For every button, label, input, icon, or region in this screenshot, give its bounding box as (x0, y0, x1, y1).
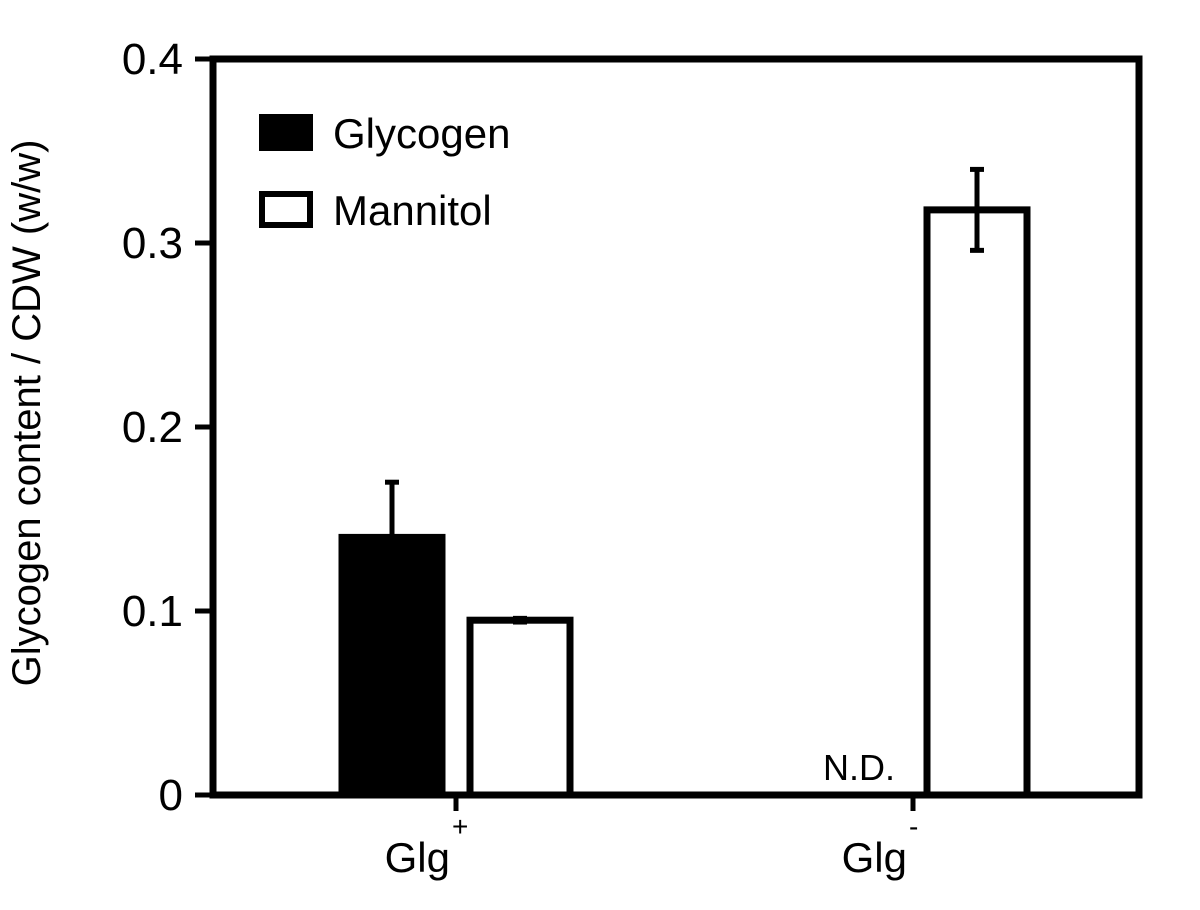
annotation-nd: N.D. (823, 747, 895, 788)
y-tick-label: 0.4 (122, 35, 183, 84)
x-category-label: Glg (842, 834, 907, 881)
x-category-label: Glg (385, 834, 450, 881)
y-tick-label: 0.1 (122, 587, 183, 636)
bar-mannitol (466, 616, 574, 799)
legend: Glycogen Mannitol (259, 110, 510, 234)
y-tick-label: 0.2 (122, 403, 183, 452)
y-axis-title: Glycogen content / CDW (w/w) (5, 140, 49, 687)
legend-swatch-glycogen (259, 114, 313, 151)
plot-frame (209, 55, 1143, 799)
x-category-superscript: - (909, 811, 918, 842)
bar-glycogen (338, 533, 446, 799)
legend-label-glycogen: Glycogen (333, 110, 510, 157)
legend-label-mannitol: Mannitol (333, 187, 492, 234)
x-category-superscript: + (452, 811, 468, 842)
legend-swatch-mannitol (259, 191, 313, 228)
y-tick-label: 0.3 (122, 219, 183, 268)
bar-mannitol (923, 206, 1031, 799)
y-tick-label: 0 (159, 771, 183, 820)
